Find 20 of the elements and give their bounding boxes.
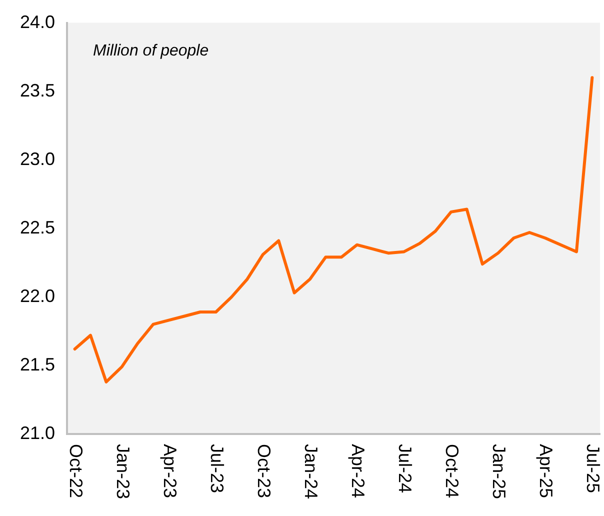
x-tick-label: Jan-23 [112,444,133,500]
y-tick-label: 22.0 [20,286,55,306]
x-tick-label: Jul-24 [395,444,416,494]
y-tick-label: 21.0 [20,422,55,443]
x-tick-label: Oct-22 [66,444,86,498]
x-tick-label: Oct-23 [254,444,274,498]
x-tick-label: Jan-24 [301,444,322,500]
annotation: Million of people [93,42,209,60]
x-tick-label: Apr-24 [348,444,368,498]
x-tick-label: Apr-25 [536,444,556,498]
x-tick-label: Apr-23 [160,444,180,498]
y-tick-label: 22.5 [20,217,55,238]
x-tick-label: Oct-24 [442,444,462,498]
y-tick-label: 23.0 [20,148,55,169]
y-tick-label: 24.0 [20,12,55,32]
y-tick-label: 21.5 [20,354,55,374]
y-tick-label: 23.5 [20,80,55,100]
x-tick-label: Jul-25 [583,444,604,494]
x-tick-label: Jan-25 [489,444,510,500]
x-tick-label: Jul-23 [206,444,227,494]
